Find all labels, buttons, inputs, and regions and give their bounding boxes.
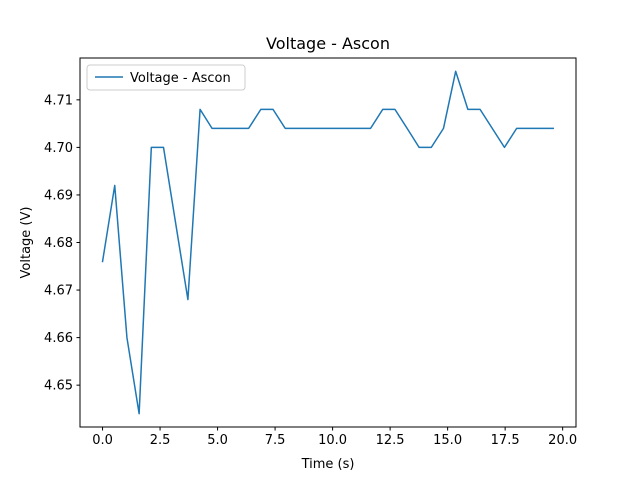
y-tick-label: 4.65: [44, 379, 73, 394]
x-tick-label: 2.5: [150, 433, 171, 448]
y-tick-label: 4.68: [44, 236, 73, 251]
y-tick-label: 4.71: [44, 93, 73, 108]
y-tick-label: 4.66: [44, 331, 73, 346]
y-tick-label: 4.69: [44, 188, 73, 203]
y-axis-label: Voltage (V): [19, 207, 34, 279]
x-tick-label: 17.5: [491, 433, 520, 448]
x-tick-label: 15.0: [433, 433, 462, 448]
x-tick-label: 0.0: [92, 433, 113, 448]
x-axis-label: Time (s): [301, 457, 355, 472]
x-tick-label: 12.5: [376, 433, 405, 448]
legend: Voltage - Ascon: [87, 65, 245, 90]
y-tick-label: 4.67: [44, 284, 73, 299]
chart-title: Voltage - Ascon: [266, 34, 390, 53]
y-tick-label: 4.70: [44, 141, 73, 156]
x-tick-label: 7.5: [265, 433, 286, 448]
x-tick-label: 10.0: [318, 433, 347, 448]
x-tick-label: 20.0: [548, 433, 577, 448]
legend-label: Voltage - Ascon: [130, 71, 231, 86]
x-tick-label: 5.0: [207, 433, 228, 448]
